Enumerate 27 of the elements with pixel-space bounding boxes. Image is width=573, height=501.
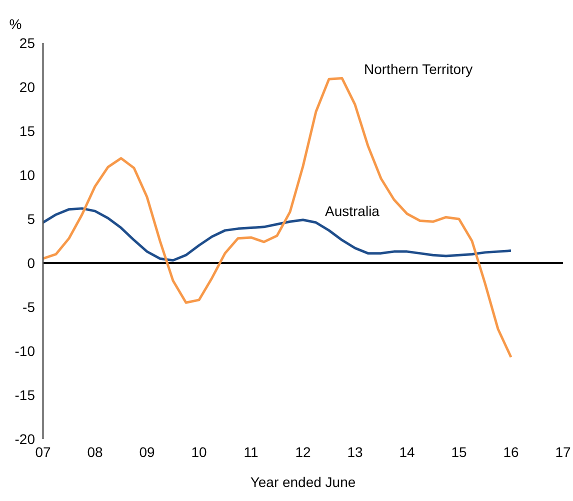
x-tick-label: 11 xyxy=(244,444,258,460)
y-tick-label: -15 xyxy=(14,386,36,403)
y-tick-label: 20 xyxy=(19,78,36,95)
y-axis-title: % xyxy=(9,16,22,32)
x-tick-label: 14 xyxy=(399,444,415,460)
y-tick-label: 10 xyxy=(19,166,36,183)
y-tick-label: 25 xyxy=(19,34,36,51)
line-series xyxy=(43,207,512,262)
y-tick-label: -5 xyxy=(22,298,36,315)
x-tick-label: 12 xyxy=(295,444,311,460)
y-tick-label: 0 xyxy=(27,254,36,271)
x-tick-label: 16 xyxy=(503,444,519,460)
y-tick-label: -20 xyxy=(14,430,36,447)
x-tick-label: 09 xyxy=(139,444,155,460)
y-tick-label: -10 xyxy=(14,342,36,359)
series-label: Australia xyxy=(325,202,380,219)
x-tick-label: 07 xyxy=(35,444,51,460)
y-tick-label: 15 xyxy=(19,122,36,139)
x-tick-label: 17 xyxy=(555,444,571,460)
x-tick-label: 10 xyxy=(191,444,207,460)
y-tick-label: 5 xyxy=(27,210,36,227)
x-tick-label: 15 xyxy=(451,444,467,460)
line-series xyxy=(43,76,512,358)
x-tick-label: 13 xyxy=(347,444,363,460)
series-label: Northern Territory xyxy=(364,61,473,78)
x-axis-title: Year ended June xyxy=(250,474,356,490)
x-tick-label: 08 xyxy=(87,444,103,460)
